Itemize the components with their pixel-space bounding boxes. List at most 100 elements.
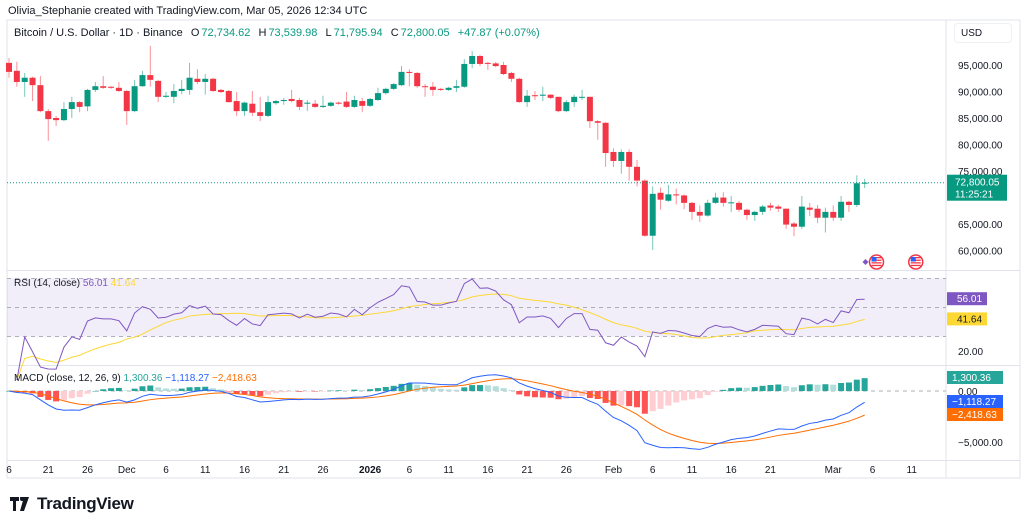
time-axis-label: 16 [482, 465, 494, 476]
time-axis-label: 21 [43, 465, 55, 476]
time-axis-label: 2026 [359, 465, 382, 476]
flag-canton [871, 257, 877, 262]
candle [681, 194, 688, 210]
macd-histogram-bar [45, 391, 52, 400]
candle [115, 81, 122, 93]
macd-histogram-bar [170, 388, 177, 391]
macd-histogram-bar [155, 387, 162, 391]
candle [492, 61, 499, 68]
candle-body [665, 194, 672, 201]
candle-body [335, 102, 342, 104]
candle-body [806, 207, 813, 210]
candle-body [108, 86, 115, 88]
candle [327, 101, 334, 107]
candle [359, 97, 366, 113]
candle-body [202, 78, 209, 82]
candle [704, 199, 711, 217]
candle [92, 81, 99, 93]
candle-body [351, 99, 358, 107]
macd-histogram-bar [359, 389, 366, 391]
candle-body [265, 102, 272, 116]
macd-value-tag-text: 1,300.36 [952, 373, 991, 384]
macd-legend[interactable]: MACD (close, 12, 26, 9) 1,300.36 −1,118.… [14, 373, 257, 384]
macd-histogram-bar [516, 391, 523, 395]
candle [422, 84, 429, 97]
macd-histogram-bar [320, 391, 326, 392]
macd-histogram-bar [531, 391, 538, 398]
candle [351, 95, 358, 108]
candle-body [853, 183, 860, 205]
macd-signal-value: −2,418.63 [212, 373, 257, 384]
sparkle-icon [862, 259, 869, 265]
candle-body [217, 89, 224, 93]
candle-body [84, 89, 91, 107]
macd-histogram-bar [374, 388, 381, 391]
low-value: 71,795.94 [333, 27, 383, 39]
candle-body [374, 93, 381, 100]
macd-histogram-bar [743, 387, 750, 391]
macd-histogram-bar [736, 387, 743, 391]
macd-histogram-bar [500, 388, 507, 391]
time-axis-label: 6 [650, 465, 656, 476]
macd-histogram-bar [390, 385, 397, 391]
macd-histogram-bar [477, 385, 483, 391]
tradingview-logo[interactable]: TradingView [10, 494, 134, 514]
candle-body [155, 80, 162, 97]
candle [312, 99, 319, 108]
macd-line-value: −1,118.27 [165, 373, 210, 384]
candle-body [123, 90, 130, 112]
macd-histogram-bar [249, 391, 256, 396]
candle [178, 79, 185, 95]
time-axis-label: 21 [765, 465, 777, 476]
candle [853, 175, 860, 208]
macd-histogram-bar [312, 391, 319, 392]
rsi-legend[interactable]: RSI (14, close) 56.01 41.64 [14, 278, 136, 289]
candle [163, 92, 169, 98]
candle [453, 79, 460, 93]
candle [688, 201, 695, 220]
macd-histogram-bar [461, 387, 468, 391]
macd-histogram-bar [194, 387, 201, 391]
candle [516, 77, 523, 103]
macd-histogram-bar [641, 391, 648, 414]
macd-histogram-bar [241, 391, 248, 395]
candle-body [390, 84, 397, 89]
macd-histogram-bar [296, 391, 303, 392]
macd-histogram-bar [775, 384, 782, 391]
currency-button[interactable]: USD [954, 23, 1012, 43]
macd-histogram-bar [838, 383, 845, 391]
macd-histogram-bar [76, 391, 83, 398]
candle [461, 59, 468, 88]
candle-body [398, 71, 405, 86]
price-axis-label: 95,000.00 [958, 61, 1003, 72]
close-value: 72,800.05 [400, 27, 450, 39]
flag-stripe [871, 264, 882, 267]
time-axis-label: 6 [163, 465, 169, 476]
flag-canton [910, 257, 916, 262]
candle [139, 70, 146, 87]
candle-body [422, 86, 429, 88]
candle [233, 92, 240, 116]
macd-value-tag [947, 408, 1003, 421]
symbol-title[interactable]: Bitcoin / U.S. Dollar · 1D · Binance [14, 27, 183, 39]
candle-body [280, 99, 287, 102]
candle-body [649, 193, 656, 236]
candle-body [53, 118, 60, 121]
candle-body [681, 195, 688, 203]
candle-body [225, 90, 232, 103]
candle-body [469, 55, 476, 64]
macd-value-tag-text: −2,418.63 [952, 410, 997, 421]
candle-body [6, 62, 12, 72]
macd-histogram-bar [594, 391, 601, 400]
candle [280, 97, 287, 105]
macd-hist-value: 1,300.36 [123, 373, 163, 384]
candle-body [359, 101, 366, 106]
candle [272, 99, 279, 105]
macd-histogram-bar [100, 389, 107, 391]
macd-histogram-bar [524, 391, 531, 397]
time-axis-label: Feb [605, 465, 623, 476]
chart-attribution: Olivia_Stephanie created with TradingVie… [8, 5, 368, 17]
high-label: H [258, 27, 267, 39]
candle-body [539, 94, 546, 96]
